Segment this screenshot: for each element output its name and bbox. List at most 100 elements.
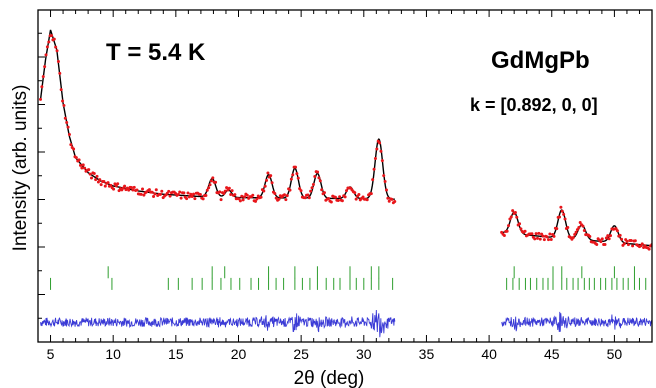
observed-point (614, 227, 618, 231)
observed-point (223, 189, 227, 193)
observed-point (95, 174, 99, 178)
observed-point (562, 212, 566, 216)
observed-point (609, 234, 613, 238)
observed-point (59, 88, 63, 92)
observed-point (515, 215, 519, 219)
observed-point (182, 191, 186, 195)
observed-point (629, 238, 633, 242)
observed-point (67, 133, 71, 137)
observed-point (599, 240, 603, 244)
observed-point (225, 186, 229, 190)
observed-point (263, 184, 267, 188)
observed-point (201, 197, 205, 201)
observed-point (538, 237, 542, 241)
observed-point (205, 188, 209, 192)
observed-point (571, 236, 575, 240)
observed-point (273, 192, 277, 196)
observed-point (147, 188, 151, 192)
observed-point (573, 232, 577, 236)
observed-point (77, 158, 81, 162)
observed-point (285, 194, 289, 198)
observed-point (152, 194, 156, 198)
observed-point (238, 199, 242, 203)
observed-point (340, 199, 344, 203)
observed-point (129, 185, 133, 189)
observed-point (582, 228, 586, 232)
observed-point (558, 215, 562, 219)
observed-point (150, 190, 154, 194)
observed-point (106, 181, 110, 185)
observed-point (78, 163, 82, 167)
observed-point (343, 195, 347, 199)
observed-point (55, 49, 59, 53)
observed-point (259, 195, 263, 199)
observed-point (62, 104, 66, 108)
observed-points (39, 34, 652, 251)
observed-point (187, 195, 191, 199)
observed-point (555, 227, 559, 231)
observed-point (618, 233, 622, 237)
observed-point (41, 75, 45, 79)
observed-point (625, 239, 629, 243)
observed-point (603, 243, 607, 247)
observed-point (207, 186, 211, 190)
observed-point (317, 176, 321, 180)
observed-point (245, 193, 249, 197)
observed-point (537, 231, 541, 235)
x-tick-label: 45 (544, 346, 560, 362)
x-tick-label: 20 (231, 346, 247, 362)
observed-point (208, 183, 212, 187)
observed-point (80, 166, 84, 170)
observed-point (254, 199, 258, 203)
observed-point (131, 188, 135, 192)
observed-point (204, 193, 208, 197)
observed-point (50, 34, 54, 38)
observed-point (198, 192, 202, 196)
observed-point (606, 234, 610, 238)
observed-point (369, 192, 373, 196)
observed-point (647, 247, 651, 251)
observed-point (158, 192, 162, 196)
observed-point (185, 197, 189, 201)
observed-point (626, 243, 630, 247)
observed-point (320, 188, 324, 192)
observed-point (345, 189, 348, 193)
x-tick-labels: 5 10 15 20 25 30 35 40 45 50 (47, 346, 623, 362)
observed-point (511, 209, 515, 213)
observed-point (43, 65, 47, 69)
observed-point (311, 183, 315, 187)
observed-point (81, 163, 85, 167)
observed-point (295, 172, 299, 176)
observed-point (548, 232, 552, 236)
observed-point (178, 190, 182, 194)
difference-curve-segment-1 (40, 309, 396, 338)
observed-point (509, 215, 513, 219)
observed-point (354, 197, 358, 201)
observed-point (39, 97, 43, 101)
observed-point (214, 180, 218, 184)
observed-point (56, 60, 60, 64)
observed-point (227, 186, 231, 190)
compound-label: GdMgPb (491, 47, 590, 74)
observed-point (378, 141, 382, 145)
observed-point (99, 183, 103, 187)
observed-point (109, 183, 113, 187)
observed-point (40, 85, 44, 89)
observed-point (135, 188, 139, 192)
difference-curve (40, 309, 652, 338)
observed-point (282, 193, 286, 197)
observed-point (63, 116, 67, 120)
observed-point (393, 199, 397, 203)
observed-point (289, 177, 293, 181)
observed-point (542, 238, 546, 242)
observed-point (547, 238, 550, 242)
observed-point (123, 184, 127, 188)
observed-point (578, 221, 582, 224)
temperature-label: T = 5.4 K (106, 39, 206, 66)
observed-point (534, 232, 538, 236)
observed-point (219, 198, 223, 202)
observed-point (502, 233, 506, 237)
observed-point (294, 165, 297, 169)
observed-point (545, 235, 549, 239)
observed-point (379, 149, 383, 153)
